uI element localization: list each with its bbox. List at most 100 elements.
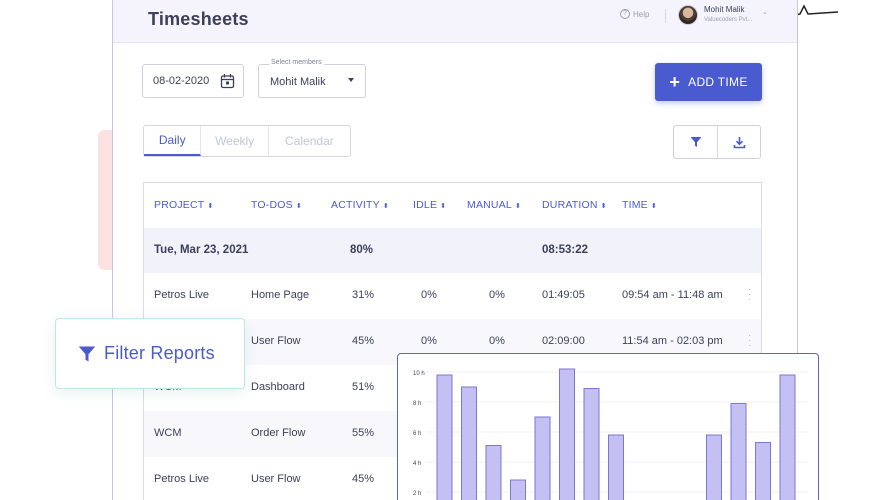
column-duration[interactable]: DURATION ⬍ bbox=[542, 199, 607, 211]
cell-idle: 0% bbox=[421, 335, 437, 347]
table-tools bbox=[673, 125, 761, 159]
sort-icon: ⬍ bbox=[295, 203, 302, 210]
avatar[interactable] bbox=[678, 5, 698, 25]
user-name[interactable]: Mohit Malik bbox=[704, 5, 745, 14]
column-duration-label: DURATION bbox=[542, 199, 598, 211]
hours-chart-card: 10 h 8 h 6 h 4 h 2 h bbox=[397, 353, 819, 500]
cell-todo: User Flow bbox=[251, 473, 301, 485]
column-project-label: PROJECT bbox=[154, 199, 205, 211]
chart-bar[interactable] bbox=[461, 386, 477, 500]
table-row[interactable]: Petros Live Home Page 31% 0% 0% 01:49:05… bbox=[144, 273, 761, 319]
help-label: Help bbox=[633, 9, 650, 19]
column-manual-label: MANUAL bbox=[467, 199, 512, 211]
group-date: Tue, Mar 23, 2021 bbox=[154, 244, 249, 256]
column-manual[interactable]: MANUAL ⬍ bbox=[467, 199, 521, 211]
sort-icon: ⬍ bbox=[600, 203, 607, 210]
cell-todo: Home Page bbox=[251, 289, 310, 301]
column-time[interactable]: TIME ⬍ bbox=[622, 199, 657, 211]
cell-todo: User Flow bbox=[251, 335, 301, 347]
chart-bar[interactable] bbox=[559, 368, 575, 500]
table-row[interactable]: Petros Live User Flow 45% bbox=[144, 457, 761, 500]
caret-down-icon bbox=[348, 78, 354, 82]
sort-icon: ⬍ bbox=[650, 203, 657, 210]
filter-button[interactable] bbox=[674, 126, 717, 158]
chart-bar[interactable] bbox=[534, 416, 551, 500]
date-picker[interactable]: 08-02-2020 bbox=[142, 64, 244, 98]
cell-activity: 51% bbox=[352, 381, 375, 393]
download-button[interactable] bbox=[717, 126, 760, 158]
y-tick-label: 8 h bbox=[413, 401, 421, 407]
cell-duration: 01:49:05 bbox=[542, 289, 585, 301]
cell-todo: Order Flow bbox=[251, 427, 306, 439]
chart-bar[interactable] bbox=[706, 434, 722, 500]
column-todos-label: TO-DOS bbox=[251, 199, 293, 211]
column-time-label: TIME bbox=[622, 199, 648, 211]
chart-bar[interactable] bbox=[436, 374, 453, 500]
chevron-down-icon[interactable]: ⌄ bbox=[762, 9, 768, 16]
cell-idle: 0% bbox=[421, 289, 437, 301]
view-tabs: Daily Weekly Calendar bbox=[143, 125, 351, 157]
cell-activity: 31% bbox=[352, 289, 375, 301]
cell-activity: 45% bbox=[352, 335, 375, 347]
cell-todo: Dashboard bbox=[251, 381, 305, 393]
column-project[interactable]: PROJECT ⬍ bbox=[154, 199, 213, 211]
column-todos[interactable]: TO-DOS ⬍ bbox=[251, 199, 302, 211]
member-select-value: Mohit Malik bbox=[270, 76, 326, 88]
sort-icon: ⬍ bbox=[382, 203, 389, 210]
column-idle-label: IDLE bbox=[413, 199, 438, 211]
chart-bar[interactable] bbox=[608, 434, 624, 500]
calendar-icon bbox=[220, 74, 235, 89]
y-tick-label: 2 h bbox=[413, 491, 421, 497]
group-duration: 08:53:22 bbox=[542, 244, 589, 256]
hours-bar-chart: 10 h 8 h 6 h 4 h 2 h bbox=[413, 368, 808, 500]
chart-bar[interactable] bbox=[779, 374, 796, 500]
column-activity[interactable]: ACTIVITY ⬍ bbox=[331, 199, 389, 211]
add-time-label: ADD TIME bbox=[688, 75, 748, 89]
y-tick-label: 4 h bbox=[413, 461, 421, 467]
cell-duration: 02:09:00 bbox=[542, 335, 585, 347]
chart-bar[interactable] bbox=[730, 403, 747, 500]
column-idle[interactable]: IDLE ⬍ bbox=[413, 199, 446, 211]
y-tick-label: 10 h bbox=[413, 371, 425, 377]
decorative-shape bbox=[98, 130, 114, 270]
y-tick-label: 6 h bbox=[413, 431, 421, 437]
chart-bar[interactable] bbox=[510, 479, 526, 500]
row-menu-icon[interactable]: · · · bbox=[748, 330, 752, 351]
column-activity-label: ACTIVITY bbox=[331, 199, 380, 211]
chart-bar[interactable] bbox=[755, 442, 771, 500]
plus-icon: + bbox=[669, 72, 681, 92]
tab-calendar[interactable]: Calendar bbox=[285, 134, 334, 148]
group-activity: 80% bbox=[350, 244, 374, 256]
cell-project: Petros Live bbox=[154, 289, 210, 301]
cell-project: WCM bbox=[154, 427, 182, 439]
date-group-row: Tue, Mar 23, 2021 80% 08:53:22 bbox=[144, 228, 761, 273]
tab-daily[interactable]: Daily bbox=[144, 126, 202, 156]
header-divider bbox=[665, 9, 666, 23]
user-organization: Valuecoders Pvt... bbox=[704, 17, 753, 23]
sort-icon: ⬍ bbox=[514, 203, 522, 210]
add-time-button[interactable]: + ADD TIME bbox=[655, 63, 762, 101]
cell-manual: 0% bbox=[489, 289, 505, 301]
cell-activity: 55% bbox=[352, 427, 375, 439]
help-icon: ? bbox=[620, 9, 630, 19]
member-select-label: Select members bbox=[269, 59, 324, 66]
cell-activity: 45% bbox=[352, 473, 375, 485]
filter-reports-label: Filter Reports bbox=[104, 343, 215, 363]
filter-icon bbox=[78, 346, 96, 361]
help-link[interactable]: ? Help bbox=[620, 9, 649, 19]
filter-reports-card[interactable]: Filter Reports bbox=[55, 318, 245, 389]
chart-bar[interactable] bbox=[583, 388, 600, 500]
cell-manual: 0% bbox=[489, 335, 505, 347]
tab-weekly[interactable]: Weekly bbox=[201, 126, 269, 156]
cell-time: 09:54 am - 11:48 am bbox=[622, 289, 723, 301]
chart-bar[interactable] bbox=[485, 445, 502, 500]
sort-icon: ⬍ bbox=[440, 203, 447, 210]
cell-project: Petros Live bbox=[154, 473, 210, 485]
sort-icon: ⬍ bbox=[207, 203, 214, 210]
date-value: 08-02-2020 bbox=[153, 75, 210, 87]
table-header: PROJECT ⬍ TO-DOS ⬍ ACTIVITY ⬍ IDLE ⬍ MANUAL ⬍… bbox=[144, 183, 761, 228]
row-menu-icon[interactable]: · · · bbox=[748, 284, 752, 305]
cell-time: 11:54 am - 02:03 pm bbox=[622, 335, 723, 347]
member-select[interactable]: Select members Mohit Malik bbox=[258, 59, 366, 98]
